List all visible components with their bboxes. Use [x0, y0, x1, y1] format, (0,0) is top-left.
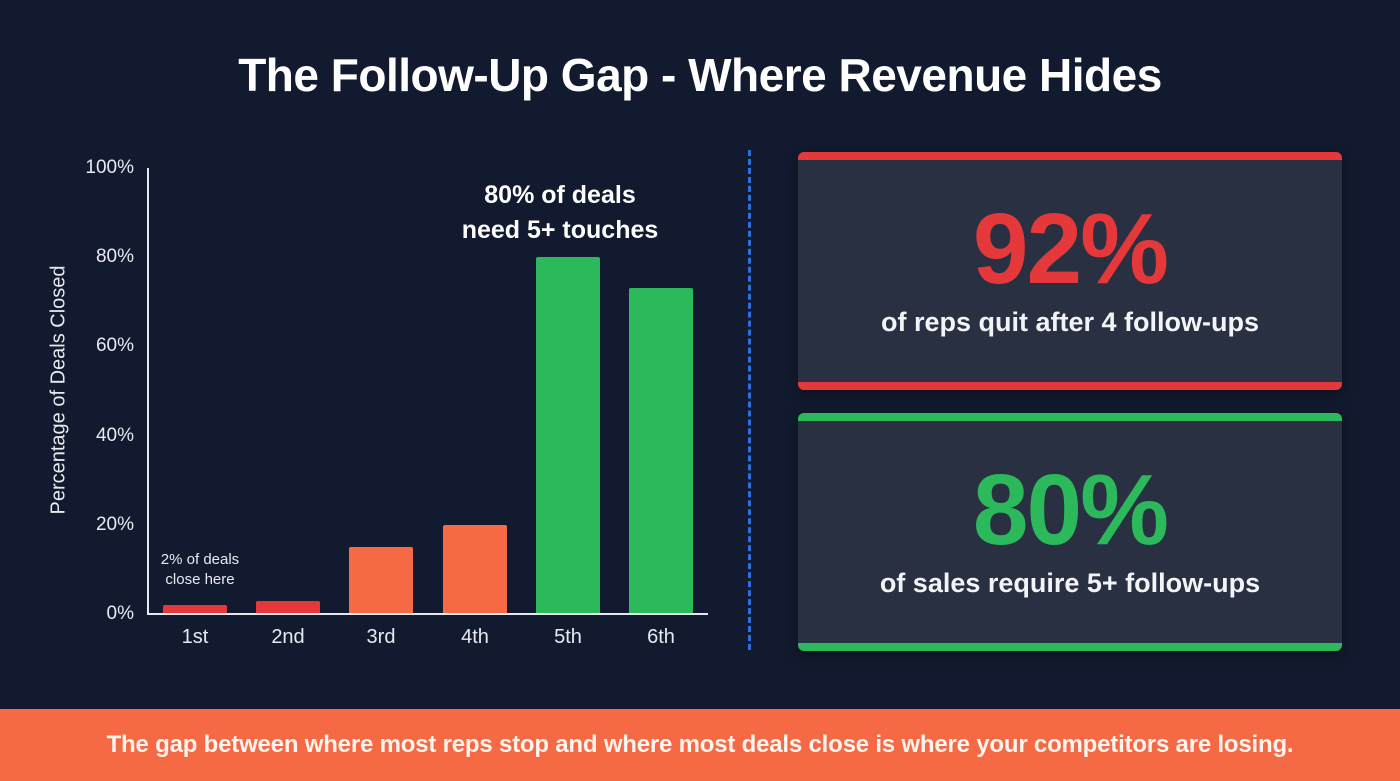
- annotation-line: 80% of deals: [484, 181, 636, 209]
- y-tick-100: 100%: [85, 157, 134, 178]
- x-tick-6th: 6th: [647, 626, 675, 648]
- y-tick-80: 80%: [95, 246, 134, 267]
- bar-4th: [443, 524, 507, 614]
- x-tick-4th: 4th: [461, 626, 489, 648]
- card-accent-bottom: [798, 643, 1342, 651]
- card-accent-top: [798, 152, 1342, 160]
- card-accent-bottom: [798, 382, 1342, 390]
- bar-6th: [629, 288, 693, 614]
- bar-5th: [536, 257, 600, 614]
- stat-card-reps-quit: 92% of reps quit after 4 follow-ups: [798, 152, 1342, 390]
- y-tick-60: 60%: [95, 335, 134, 356]
- annotation-first-touch: 2% of deals close here: [148, 550, 252, 590]
- annotation-five-touches: 80% of deals need 5+ touches: [440, 178, 680, 248]
- bar-2nd: [256, 600, 320, 614]
- x-tick-3rd: 3rd: [366, 626, 396, 648]
- bar-1st: [163, 605, 227, 614]
- bar-3rd: [349, 547, 413, 614]
- stat-card-sales-require: 80% of sales require 5+ follow-ups: [798, 413, 1342, 651]
- y-axis-label: Percentage of Deals Closed: [47, 265, 70, 515]
- x-tick-5th: 5th: [554, 626, 582, 648]
- y-tick-0: 0%: [106, 603, 134, 624]
- section-divider: [748, 150, 751, 650]
- x-tick-2nd: 2nd: [271, 626, 305, 648]
- y-tick-40: 40%: [95, 425, 134, 446]
- x-tick-1st: 1st: [181, 626, 209, 648]
- stat-value: 80%: [972, 454, 1169, 566]
- footer-banner: The gap between where most reps stop and…: [0, 709, 1400, 781]
- y-axis-line: [147, 168, 149, 615]
- annotation-line: close here: [165, 571, 235, 588]
- page-title: The Follow-Up Gap - Where Revenue Hides: [238, 49, 1162, 101]
- y-tick-20: 20%: [95, 514, 134, 535]
- x-axis-line: [147, 613, 708, 615]
- annotation-line: 2% of deals: [160, 551, 240, 568]
- stat-caption: of reps quit after 4 follow-ups: [880, 307, 1259, 337]
- card-accent-top: [798, 413, 1342, 421]
- stat-caption: of sales require 5+ follow-ups: [879, 568, 1261, 598]
- annotation-line: need 5+ touches: [461, 216, 659, 244]
- stat-value: 92%: [972, 193, 1169, 305]
- footer-text: The gap between where most reps stop and…: [106, 731, 1294, 758]
